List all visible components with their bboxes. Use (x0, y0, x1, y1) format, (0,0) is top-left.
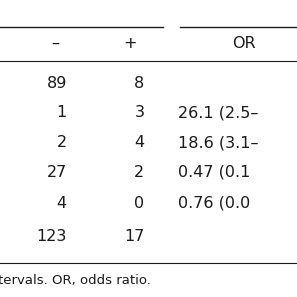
Text: 17: 17 (124, 229, 144, 244)
Text: 0.76 (0.0: 0.76 (0.0 (178, 196, 250, 211)
Text: 89: 89 (46, 76, 67, 91)
Text: 8: 8 (134, 76, 144, 91)
Text: –: – (51, 36, 59, 50)
Text: 27: 27 (47, 165, 67, 180)
Text: 0.47 (0.1: 0.47 (0.1 (178, 165, 250, 180)
Text: 3: 3 (135, 105, 144, 120)
Text: 18.6 (3.1–: 18.6 (3.1– (178, 135, 258, 150)
Text: 123: 123 (37, 229, 67, 244)
Text: 2: 2 (57, 135, 67, 150)
Text: 1: 1 (56, 105, 67, 120)
Text: +: + (123, 36, 137, 50)
Text: tervals. OR, odds ratio.: tervals. OR, odds ratio. (0, 274, 151, 287)
Text: 4: 4 (134, 135, 144, 150)
Text: 0: 0 (134, 196, 144, 211)
Text: 4: 4 (57, 196, 67, 211)
Text: OR: OR (232, 36, 256, 50)
Text: 2: 2 (134, 165, 144, 180)
Text: 26.1 (2.5–: 26.1 (2.5– (178, 105, 258, 120)
